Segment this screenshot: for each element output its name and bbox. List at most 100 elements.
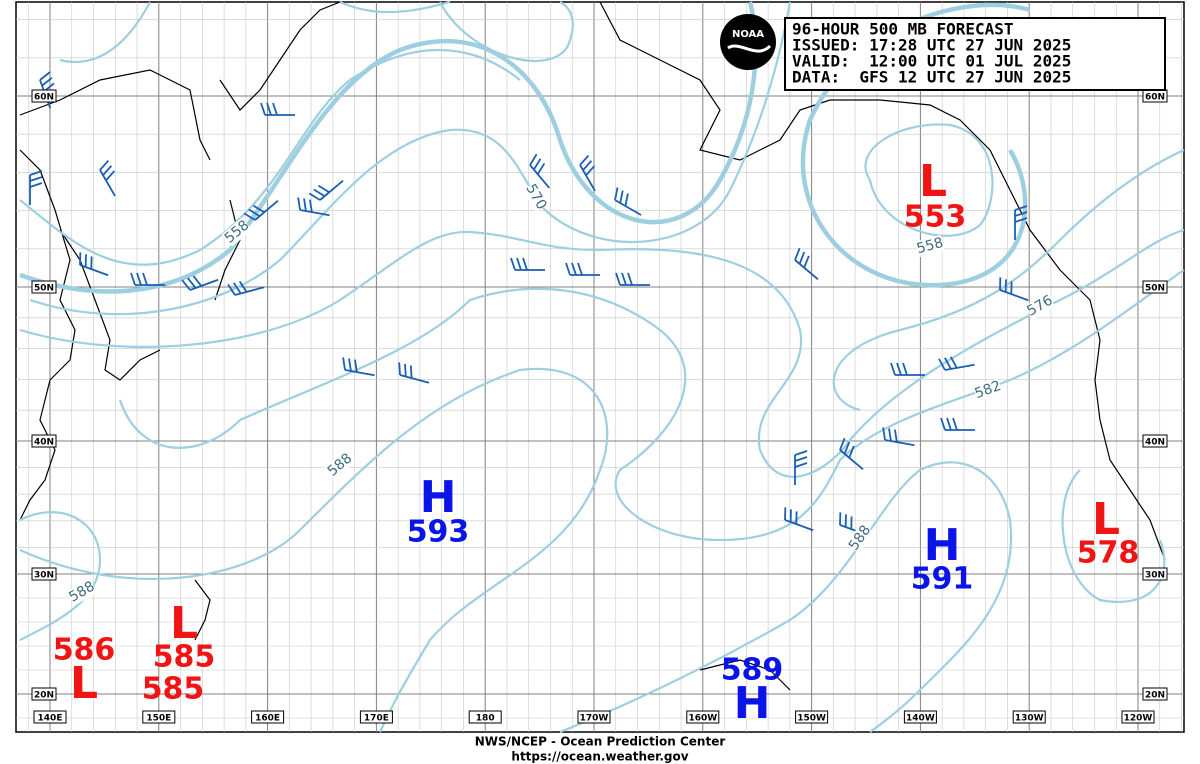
- barb-shaft: [944, 363, 975, 371]
- height-contours: [19, 0, 1185, 734]
- latitude-label-box: [1142, 434, 1168, 448]
- center-value: 585: [153, 640, 216, 675]
- barb-feather: [621, 272, 627, 286]
- barb-feather: [348, 358, 352, 372]
- barb-feather: [794, 462, 808, 468]
- barb-feather: [29, 170, 43, 176]
- barb-feather: [260, 102, 266, 116]
- barb-feather: [571, 262, 577, 276]
- barb-feather: [843, 441, 851, 455]
- wind-barb: [181, 275, 219, 291]
- barb-feather: [529, 153, 538, 166]
- footer-url: https://ocean.weather.gov: [511, 750, 688, 764]
- wind-barb: [938, 356, 975, 371]
- center-symbol: L: [170, 598, 198, 649]
- latitude-label: 30N: [34, 571, 54, 581]
- barb-feather: [999, 277, 1002, 291]
- wind-barb: [260, 102, 295, 116]
- wind-barb: [999, 277, 1029, 302]
- barb-feather: [297, 197, 301, 211]
- barb-feather: [533, 158, 542, 171]
- barb-feather: [309, 199, 313, 213]
- header-line: VALID: 12:00 UTC 01 JUL 2025: [792, 52, 1071, 71]
- longitude-label-box: [577, 710, 611, 724]
- wind-barb: [308, 180, 344, 201]
- contour-label-bg: [915, 234, 945, 258]
- barb-feather: [848, 445, 855, 459]
- longitude-label: 120W: [1124, 714, 1153, 724]
- wind-barb: [615, 272, 650, 286]
- barb-feather: [398, 362, 401, 376]
- wind-barb: [79, 252, 109, 277]
- center-symbol: H: [420, 472, 457, 523]
- longitude-label: 170W: [580, 714, 609, 724]
- longitude-label: 160W: [688, 714, 717, 724]
- barb-shaft: [794, 259, 819, 280]
- barb-feather: [794, 247, 801, 261]
- contour-label: 558: [915, 235, 945, 257]
- barb-shaft: [579, 164, 596, 192]
- barb-feather: [522, 257, 528, 271]
- barb-feather: [136, 272, 142, 286]
- contour-label-bg: [973, 378, 1003, 402]
- barb-feather: [619, 190, 624, 204]
- barb-feather: [142, 272, 148, 286]
- wind-barb: [29, 170, 43, 205]
- wind-barb: [227, 280, 265, 296]
- barb-feather: [614, 187, 619, 201]
- latitude-label: 50N: [34, 284, 54, 294]
- logo-text: NOAA: [732, 29, 764, 40]
- barb-feather: [950, 356, 958, 369]
- wind-barb: [839, 437, 864, 470]
- longitude-label: 140E: [38, 714, 63, 724]
- header-line: 96-HOUR 500 MB FORECAST: [792, 20, 1014, 39]
- center-symbol: L: [70, 658, 98, 709]
- barb-feather: [627, 272, 633, 286]
- latitude-label: 40N: [34, 438, 54, 448]
- barb-shaft: [254, 200, 279, 221]
- barb-feather: [243, 212, 256, 221]
- logo: NOAA: [720, 14, 776, 70]
- contour-label-bg: [66, 578, 98, 606]
- barb-feather: [1014, 205, 1028, 211]
- latitude-label: 50N: [1145, 284, 1165, 294]
- center-value: 585: [142, 672, 205, 707]
- barb-feather: [409, 365, 413, 379]
- barb-feather: [266, 102, 272, 116]
- latitude-label-box: [31, 567, 57, 581]
- barb-feather: [227, 283, 236, 296]
- latitude-label-box: [31, 687, 57, 701]
- latitude-label: 20N: [34, 691, 54, 701]
- barb-feather: [41, 77, 53, 87]
- barb-feather: [896, 362, 902, 376]
- barb-shaft: [189, 278, 219, 291]
- barb-feather: [303, 198, 307, 212]
- wind-barb: [794, 450, 808, 485]
- wind-barb: [565, 262, 600, 276]
- barb-feather: [579, 154, 590, 166]
- wind-barb: [940, 417, 975, 431]
- barb-feather: [342, 357, 346, 371]
- barb-feather: [902, 362, 908, 376]
- barb-feather: [317, 184, 330, 194]
- barb-feather: [952, 417, 958, 431]
- longitude-label: 150E: [146, 714, 171, 724]
- wind-barb: [130, 272, 165, 286]
- latitude-label-box: [1142, 567, 1168, 581]
- contour-label-bg: [1024, 292, 1056, 320]
- barb-feather: [29, 176, 43, 182]
- center-symbol: L: [919, 156, 947, 207]
- latitude-label-box: [1142, 280, 1168, 294]
- longitude-label: 180: [476, 714, 495, 724]
- longitude-label: 140W: [906, 714, 935, 724]
- barb-feather: [890, 362, 896, 376]
- longitude-label: 160E: [255, 714, 280, 724]
- latitude-label-box: [31, 89, 57, 103]
- center-symbol: L: [1092, 494, 1120, 545]
- wind-barb: [243, 200, 279, 221]
- contour-label-bg: [324, 450, 356, 480]
- barb-feather: [84, 254, 87, 268]
- center-value: 593: [407, 515, 470, 550]
- contour-label-bg: [221, 217, 253, 247]
